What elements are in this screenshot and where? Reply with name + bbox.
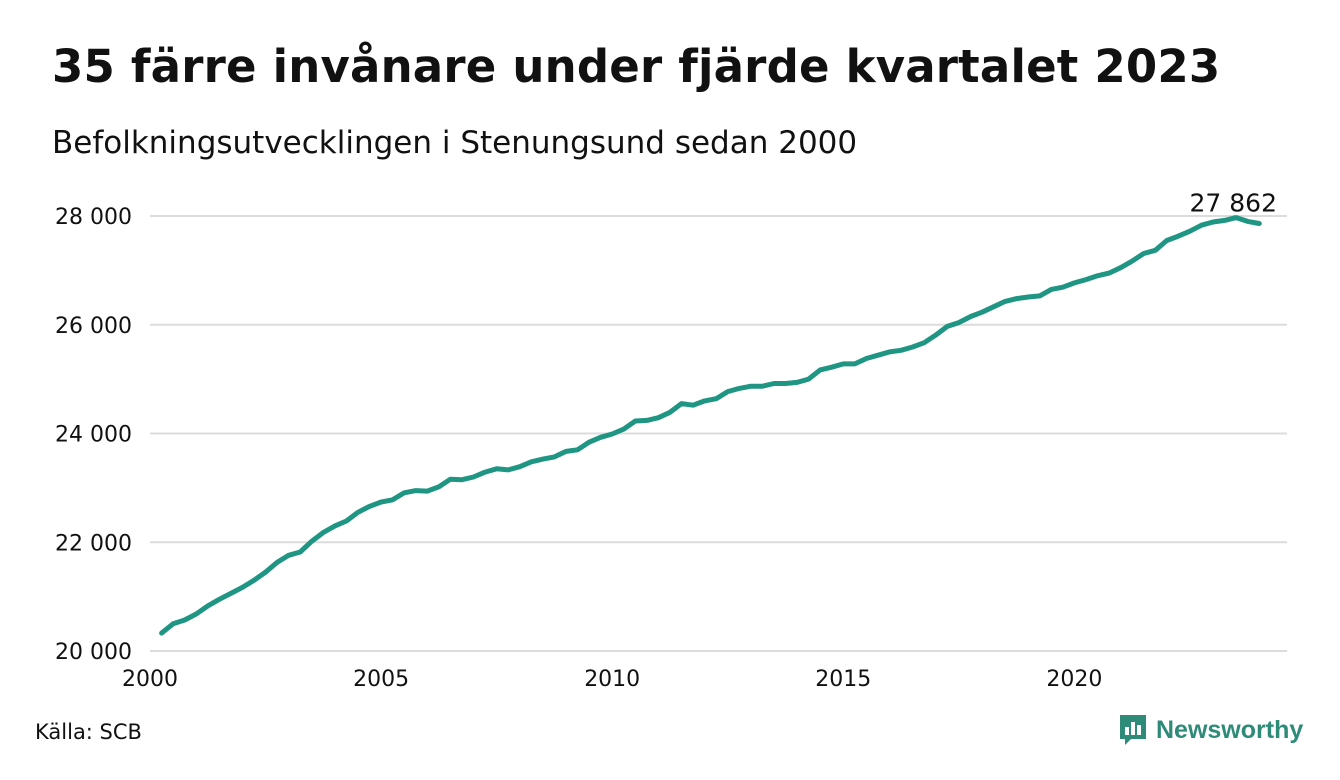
x-tick-label: 2000 xyxy=(122,667,178,692)
x-tick-label: 2010 xyxy=(584,667,640,692)
gridlines xyxy=(150,215,1287,652)
x-tick-label: 2005 xyxy=(353,667,409,692)
chart-title: 35 färre invånare under fjärde kvartalet… xyxy=(52,40,1221,93)
brand-name: Newsworthy xyxy=(1156,715,1304,744)
chart-subtitle: Befolkningsutvecklingen i Stenungsund se… xyxy=(52,125,858,161)
y-tick-label: 28 000 xyxy=(55,205,132,230)
y-tick-label: 26 000 xyxy=(55,314,132,339)
x-tick-label: 2015 xyxy=(815,667,871,692)
brand-logo: Newsworthy xyxy=(1118,713,1303,747)
y-tick-label: 24 000 xyxy=(55,423,132,448)
last-value-label: 27 862 xyxy=(1190,189,1277,218)
population-line xyxy=(159,215,1262,636)
y-axis-ticks: 20 000 22 000 24 000 26 000 28 000 xyxy=(55,205,132,665)
x-tick-label: 2020 xyxy=(1046,667,1102,692)
y-tick-label: 22 000 xyxy=(55,531,132,556)
source-note: Källa: SCB xyxy=(35,720,142,744)
y-tick-label: 20 000 xyxy=(55,640,132,665)
newsworthy-logo-icon xyxy=(1120,715,1146,745)
x-axis-ticks: 2000 2005 2010 2015 2020 xyxy=(122,667,1102,692)
